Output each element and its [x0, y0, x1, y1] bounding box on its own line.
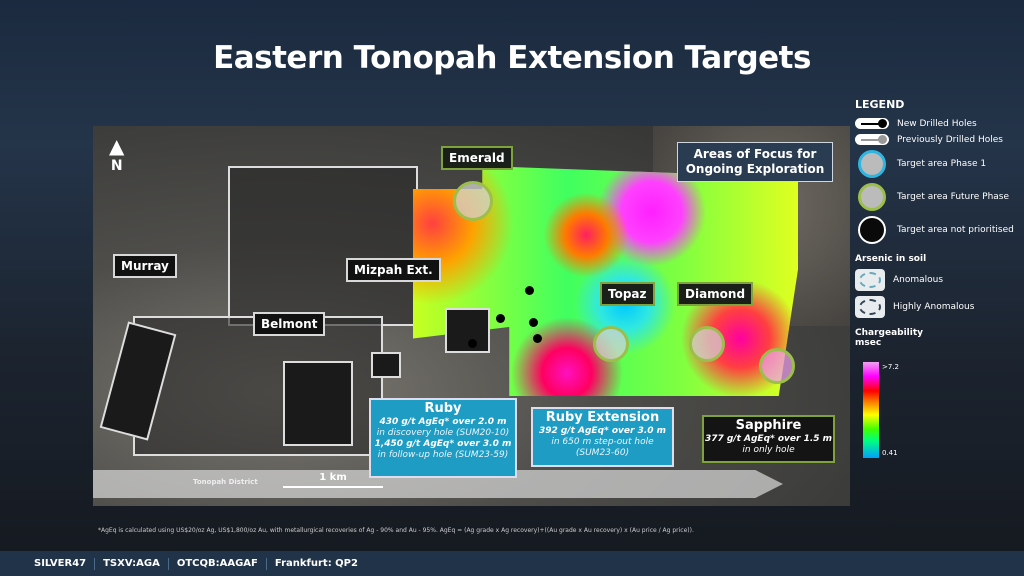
ruby-hole-1: in discovery hole (SUM20-10) [376, 428, 510, 438]
target-ruby-block [445, 308, 490, 353]
target-circle-emerald [453, 181, 493, 221]
legend-not-prioritised: Target area not prioritised [897, 225, 1014, 235]
north-label: N [110, 158, 123, 174]
ruby-result-1: 430 g/t AgEq* over 2.0 m [379, 417, 507, 427]
compass-icon: ▲ [109, 134, 125, 158]
previous-drill-hole-icon [855, 134, 889, 145]
district-label: Tonopah District [193, 478, 258, 486]
highly-anomalous-icon [855, 296, 885, 318]
legend-future: Target area Future Phase [897, 192, 1010, 202]
drill-hole-icon [529, 318, 538, 327]
label-mizpah: Mizpah Ext. [346, 258, 441, 282]
charge-min: 0.41 [882, 449, 898, 457]
claim-outline [228, 166, 418, 326]
label-topaz: Topaz [600, 282, 655, 306]
legend-title: LEGEND [855, 98, 905, 111]
phase1-circle-icon [858, 150, 886, 178]
not-prioritised-circle-icon [858, 216, 886, 244]
drill-hole-icon [496, 314, 505, 323]
arsenic-title: Arsenic in soil [855, 254, 927, 264]
drill-hole-icon [468, 339, 477, 348]
ruby-ext-title: Ruby Extension [545, 410, 660, 425]
chargeability-colorbar [863, 362, 879, 458]
legend-highly-anomalous: Highly Anomalous [893, 302, 975, 312]
label-belmont: Belmont [253, 312, 326, 336]
footnote: *AgEq is calculated using US$20/oz Ag, U… [98, 527, 694, 534]
legend-new-holes: New Drilled Holes [897, 118, 977, 129]
scale-label: 1 km [319, 472, 347, 483]
ruby-result-2: 1,450 g/t AgEq* over 3.0 m [374, 439, 512, 449]
chargeability-title: Chargeability msec [855, 328, 924, 348]
legend-previous-holes: Previously Drilled Holes [897, 134, 1003, 145]
scale-bar: 1 km [283, 472, 383, 488]
focus-areas-label: Areas of Focus for Ongoing Exploration [677, 142, 833, 182]
label-emerald: Emerald [441, 146, 513, 170]
otcqb-ticker: OTCQB:AAGAF [176, 558, 258, 569]
future-circle-icon [858, 183, 886, 211]
ruby-extension-callout: Ruby Extension 392 g/t AgEq* over 3.0 m … [531, 407, 674, 467]
drill-hole-icon [533, 334, 542, 343]
target-belmont-area [283, 361, 353, 446]
sapphire-callout: Sapphire 377 g/t AgEq* over 1.5 m in onl… [702, 415, 835, 463]
drill-hole-icon [525, 286, 534, 295]
map: ▲ N Areas of Focus for Ongoing Exploratio… [93, 126, 850, 506]
target-mizpah-area [371, 352, 401, 378]
target-circle-topaz [593, 326, 629, 362]
label-diamond: Diamond [677, 282, 754, 306]
legend-phase1: Target area Phase 1 [897, 159, 987, 169]
ruby-hole-2: in follow-up hole (SUM23-59) [377, 450, 509, 460]
legend: LEGEND New Drilled Holes Previously Dril… [855, 98, 1020, 458]
anomalous-icon [855, 269, 885, 291]
target-circle-diamond [689, 326, 725, 362]
ruby-callout: Ruby 430 g/t AgEq* over 2.0 m in discove… [369, 398, 517, 478]
north-arrow: ▲ N [109, 134, 124, 174]
sapphire-result: 377 g/t AgEq* over 1.5 m [704, 434, 833, 444]
ruby-ext-hole: in 650 m step-out hole [551, 437, 654, 447]
new-drill-hole-icon [855, 118, 889, 129]
label-murray: Murray [113, 254, 177, 278]
charge-max: >7.2 [882, 363, 899, 371]
page-title: Eastern Tonopah Extension Targets [213, 40, 811, 76]
sapphire-title: Sapphire [735, 418, 802, 433]
company-name: SILVER47 [34, 558, 87, 569]
tsxv-ticker: TSXV:AGA [103, 558, 160, 569]
frankfurt-ticker: Frankfurt: QP2 [274, 558, 358, 569]
target-circle-sapphire [759, 348, 795, 384]
ruby-ext-result: 392 g/t AgEq* over 3.0 m [538, 426, 667, 436]
legend-anomalous: Anomalous [893, 275, 944, 285]
ruby-title: Ruby [424, 401, 462, 416]
sapphire-hole: in only hole [742, 445, 795, 455]
bottom-bar: SILVER47 TSXV:AGA OTCQB:AAGAF Frankfurt:… [0, 551, 1024, 576]
ruby-ext-hole-id: (SUM23-60) [575, 448, 630, 458]
